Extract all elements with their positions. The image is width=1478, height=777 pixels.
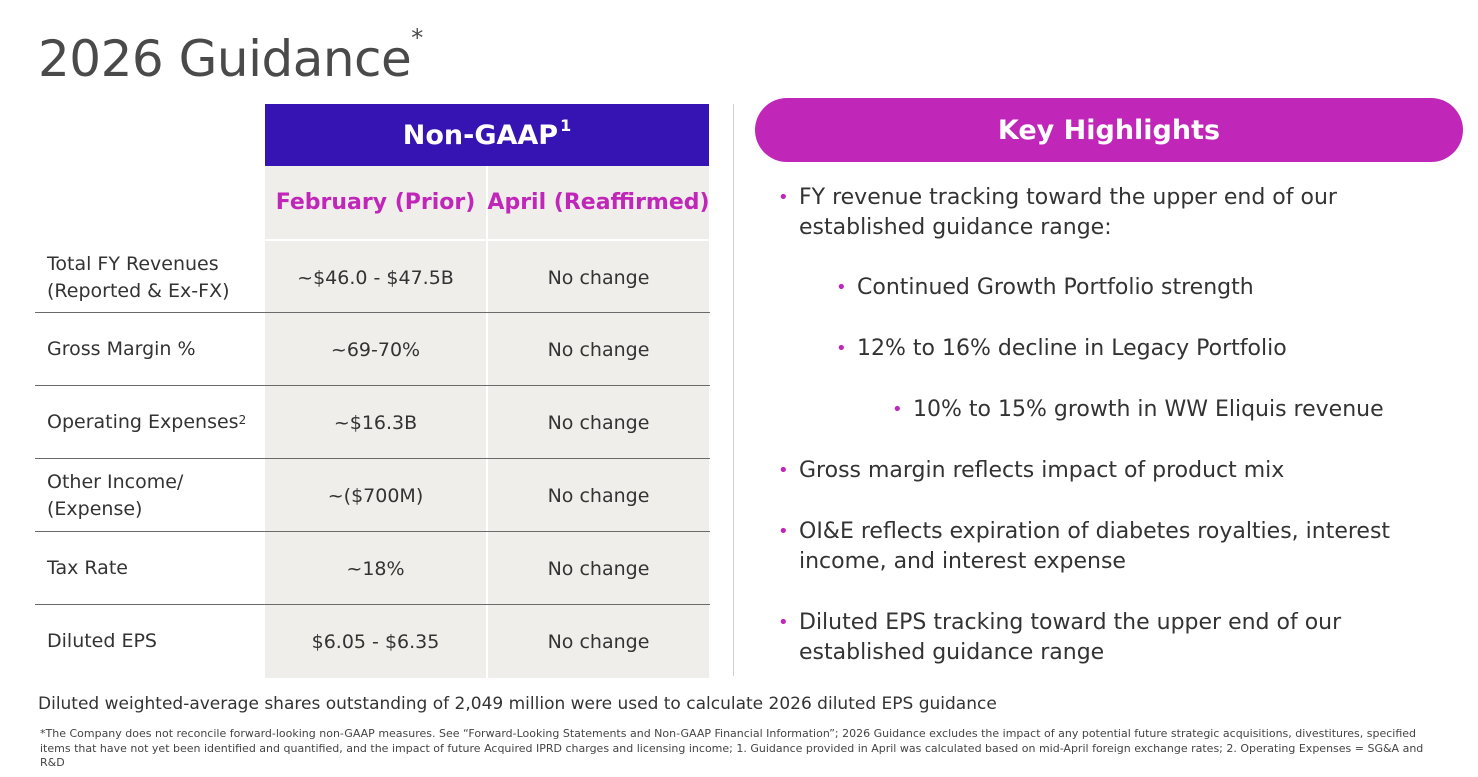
row-label: Total FY Revenues (Reported & Ex-FX)	[47, 252, 230, 302]
footnote: *The Company does not reconcile forward-…	[40, 727, 1424, 769]
row-label: Diluted EPS	[47, 630, 157, 652]
bullet-dot-icon: •	[778, 612, 789, 633]
table-row: Operating Expenses2 ~$16.3B No change	[35, 385, 710, 459]
vertical-divider	[733, 104, 734, 676]
table-row: Total FY Revenues (Reported & Ex-FX) ~$46.…	[35, 239, 710, 314]
highlight-bullet: • Continued Growth Portfolio strength	[836, 273, 1254, 303]
row-label: Gross Margin %	[47, 338, 196, 360]
col-header-reaffirmed: April (Reaffirmed)	[487, 190, 710, 215]
table-row: Gross Margin % ~69-70% No change	[35, 312, 710, 386]
bullet-dot-icon: •	[778, 521, 789, 542]
prior-value: ~$46.0 - $47.5B	[297, 266, 454, 289]
reaffirmed-value: No change	[547, 557, 650, 580]
highlight-bullet: • 12% to 16% decline in Legacy Portfolio	[836, 334, 1287, 364]
reaffirmed-value: No change	[547, 266, 650, 289]
prior-column-bg	[265, 166, 486, 678]
shares-note: Diluted weighted-average shares outstand…	[38, 694, 997, 714]
highlight-bullet: • Gross margin reflects impact of product…	[778, 456, 1284, 486]
bullet-dot-icon: •	[778, 460, 789, 481]
row-label: Operating Expenses2	[47, 411, 247, 433]
bullet-dot-icon: •	[892, 399, 903, 420]
col-header-prior: February (Prior)	[275, 190, 476, 215]
prior-value: ~$16.3B	[333, 411, 418, 434]
table-row: Diluted EPS $6.05 - $6.35 No change	[35, 604, 710, 678]
reaffirmed-value: No change	[547, 338, 650, 361]
reaffirmed-column-bg	[488, 166, 709, 678]
bullet-dot-icon: •	[778, 187, 789, 208]
highlight-bullet: • OI&E reflects expiration of diabetes ro…	[778, 519, 1391, 574]
prior-value: ~18%	[346, 557, 405, 580]
row-label: Other Income/(Expense)	[47, 470, 184, 520]
reaffirmed-value: No change	[547, 484, 650, 507]
bullet-dot-icon: •	[836, 338, 847, 359]
table-row: Tax Rate ~18% No change	[35, 531, 710, 605]
column-divider	[486, 166, 488, 678]
key-highlights-header: Key Highlights	[755, 98, 1463, 162]
bullet-dot-icon: •	[836, 277, 847, 298]
reaffirmed-value: No change	[547, 630, 650, 653]
page-title: 2026 Guidance*	[38, 24, 423, 88]
highlight-bullet: • 10% to 15% growth in WW Eliquis revenue	[892, 395, 1384, 425]
prior-value: $6.05 - $6.35	[311, 630, 440, 653]
reaffirmed-value: No change	[547, 411, 650, 434]
row-label: Tax Rate	[47, 557, 128, 579]
prior-value: ~69-70%	[330, 338, 421, 361]
highlight-bullet: • Diluted EPS tracking toward the upper e…	[778, 610, 1342, 665]
table-row: Other Income/(Expense) ~($700M) No change	[35, 458, 710, 532]
title-asterisk: *	[411, 24, 423, 52]
prior-value: ~($700M)	[327, 484, 424, 507]
highlight-bullet: • FY revenue tracking toward the upper en…	[778, 185, 1337, 240]
non-gaap-header: Non-GAAP 1	[265, 104, 709, 166]
